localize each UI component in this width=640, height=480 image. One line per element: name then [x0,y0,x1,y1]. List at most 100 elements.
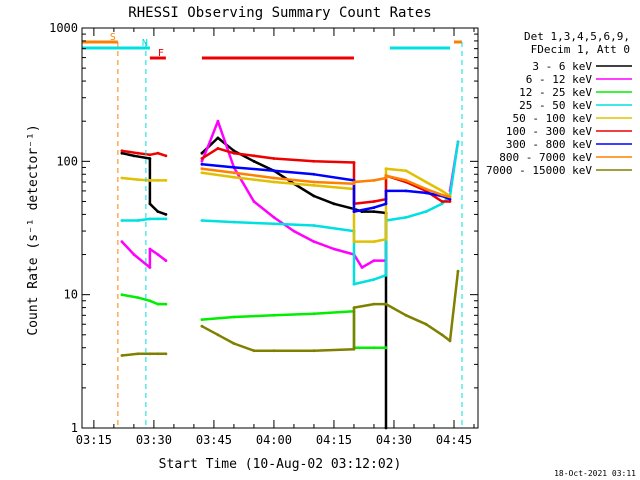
point-3-6-kev [372,210,376,214]
point-12-25-kev [232,315,236,319]
legend-label: 100 - 300 keV [506,125,592,138]
point-6-12-kev [292,229,296,233]
y-tick-label: 10 [64,288,78,302]
point-12-25-kev [164,302,168,306]
point-7000-15000-kev [424,322,428,326]
point-300-800-kev [312,172,316,176]
point-7000-15000-kev [384,302,388,306]
x-tick-label: 04:00 [256,433,292,447]
legend-label: 300 - 800 keV [506,138,592,151]
series-6-12-kev [120,119,460,269]
legend-label: 25 - 50 keV [519,99,592,112]
point-6-12-kev [132,253,136,256]
point-6-12-kev [272,216,276,219]
y-tick-label: 1 [71,421,78,435]
point-25-50-kev [424,210,428,214]
series-25-50-kev [121,141,460,286]
point-800-7000-kev [384,174,388,178]
point-100-300-kev [136,151,140,155]
y-axis-label: Count Rate (s⁻¹ detector⁻¹) [26,124,41,335]
point-7000-15000-kev [272,349,276,353]
point-800-7000-kev [272,176,276,180]
point-50-100-kev [136,178,140,182]
point-3-6-kev [216,136,220,140]
point-3-6-kev [200,151,204,155]
point-100-300-kev [372,200,376,203]
point-25-50-kev [232,220,236,224]
point-7000-15000-kev [352,347,356,351]
point-100-300-kev [164,154,168,158]
series-7000-15000-kev [121,271,460,357]
point-50-100-kev [120,176,124,180]
point-100-300-kev [252,154,256,158]
point-100-300-kev [156,151,160,155]
flag-label: S [110,32,116,43]
point-7000-15000-kev [252,349,256,353]
point-300-800-kev [232,166,236,169]
point-3-6-kev [232,149,236,153]
point-25-50-kev [352,282,356,286]
point-6-12-kev [332,247,336,251]
footer-timestamp: 18-Oct-2021 03:11 [554,469,636,478]
series-12-25-kev [121,293,386,349]
point-12-25-kev [272,313,276,317]
point-7000-15000-kev [312,349,316,353]
point-100-300-kev [312,159,316,163]
vlines-layer [117,42,463,428]
x-tick-label: 04:30 [376,433,412,447]
point-300-800-kev [384,202,388,206]
point-3-6-kev [332,202,336,206]
point-25-50-kev [404,216,408,219]
point-300-800-kev [200,162,204,166]
point-25-50-kev [456,140,460,144]
point-3-6-kev [148,202,152,206]
point-25-50-kev [148,217,152,221]
point-3-6-kev [148,157,152,160]
point-6-12-kev [312,240,316,244]
legend-label: 3 - 6 keV [532,60,592,73]
point-7000-15000-kev [448,339,452,343]
point-7000-15000-kev [404,313,408,317]
point-300-800-kev [352,210,356,214]
point-800-7000-kev [232,171,236,175]
legend-header: FDecim 1, Att 0 [531,43,630,56]
point-12-25-kev [384,346,388,350]
point-50-100-kev [156,179,160,182]
legend-label: 6 - 12 keV [526,73,593,86]
point-6-12-kev [164,259,168,262]
point-6-12-kev [148,266,152,269]
x-tick-label: 03:15 [76,433,112,447]
point-100-300-kev [272,157,276,160]
point-3-6-kev [164,213,168,216]
point-50-100-kev [424,180,428,184]
x-tick-label: 04:15 [316,433,352,447]
axes-layer: 1 10 100 1000 03:15 03:30 03:45 04:00 04:15 04:30… [49,21,479,447]
x-tick-label: 04:45 [436,433,472,447]
point-7000-15000-kev [440,333,444,337]
point-25-50-kev [272,222,276,226]
chart-title: RHESSI Observing Summary Count Rates [128,5,431,21]
point-800-7000-kev [372,179,376,182]
plot-frame [81,27,479,429]
point-50-100-kev [200,171,204,175]
point-800-7000-kev [448,195,452,199]
point-800-7000-kev [352,180,356,184]
point-300-800-kev [404,189,408,193]
point-50-100-kev [372,240,376,244]
point-50-100-kev [272,180,276,184]
legend: Det 1,3,4,5,6,9,FDecim 1, Att 0 3 - 6 keV… [486,30,632,177]
point-25-50-kev [164,217,168,221]
x-tick-label: 03:30 [136,433,172,447]
point-7000-15000-kev [136,352,140,356]
point-100-300-kev [200,157,204,160]
point-800-7000-kev [312,180,316,184]
series-layer [120,119,460,430]
point-300-800-kev [448,197,452,201]
series-300-800-kev [201,163,451,213]
point-50-100-kev [352,240,356,244]
point-25-50-kev [120,219,124,222]
point-3-6-kev [132,154,136,158]
point-7000-15000-kev [216,333,220,337]
point-3-6-kev [252,159,256,163]
point-50-100-kev [440,189,444,193]
